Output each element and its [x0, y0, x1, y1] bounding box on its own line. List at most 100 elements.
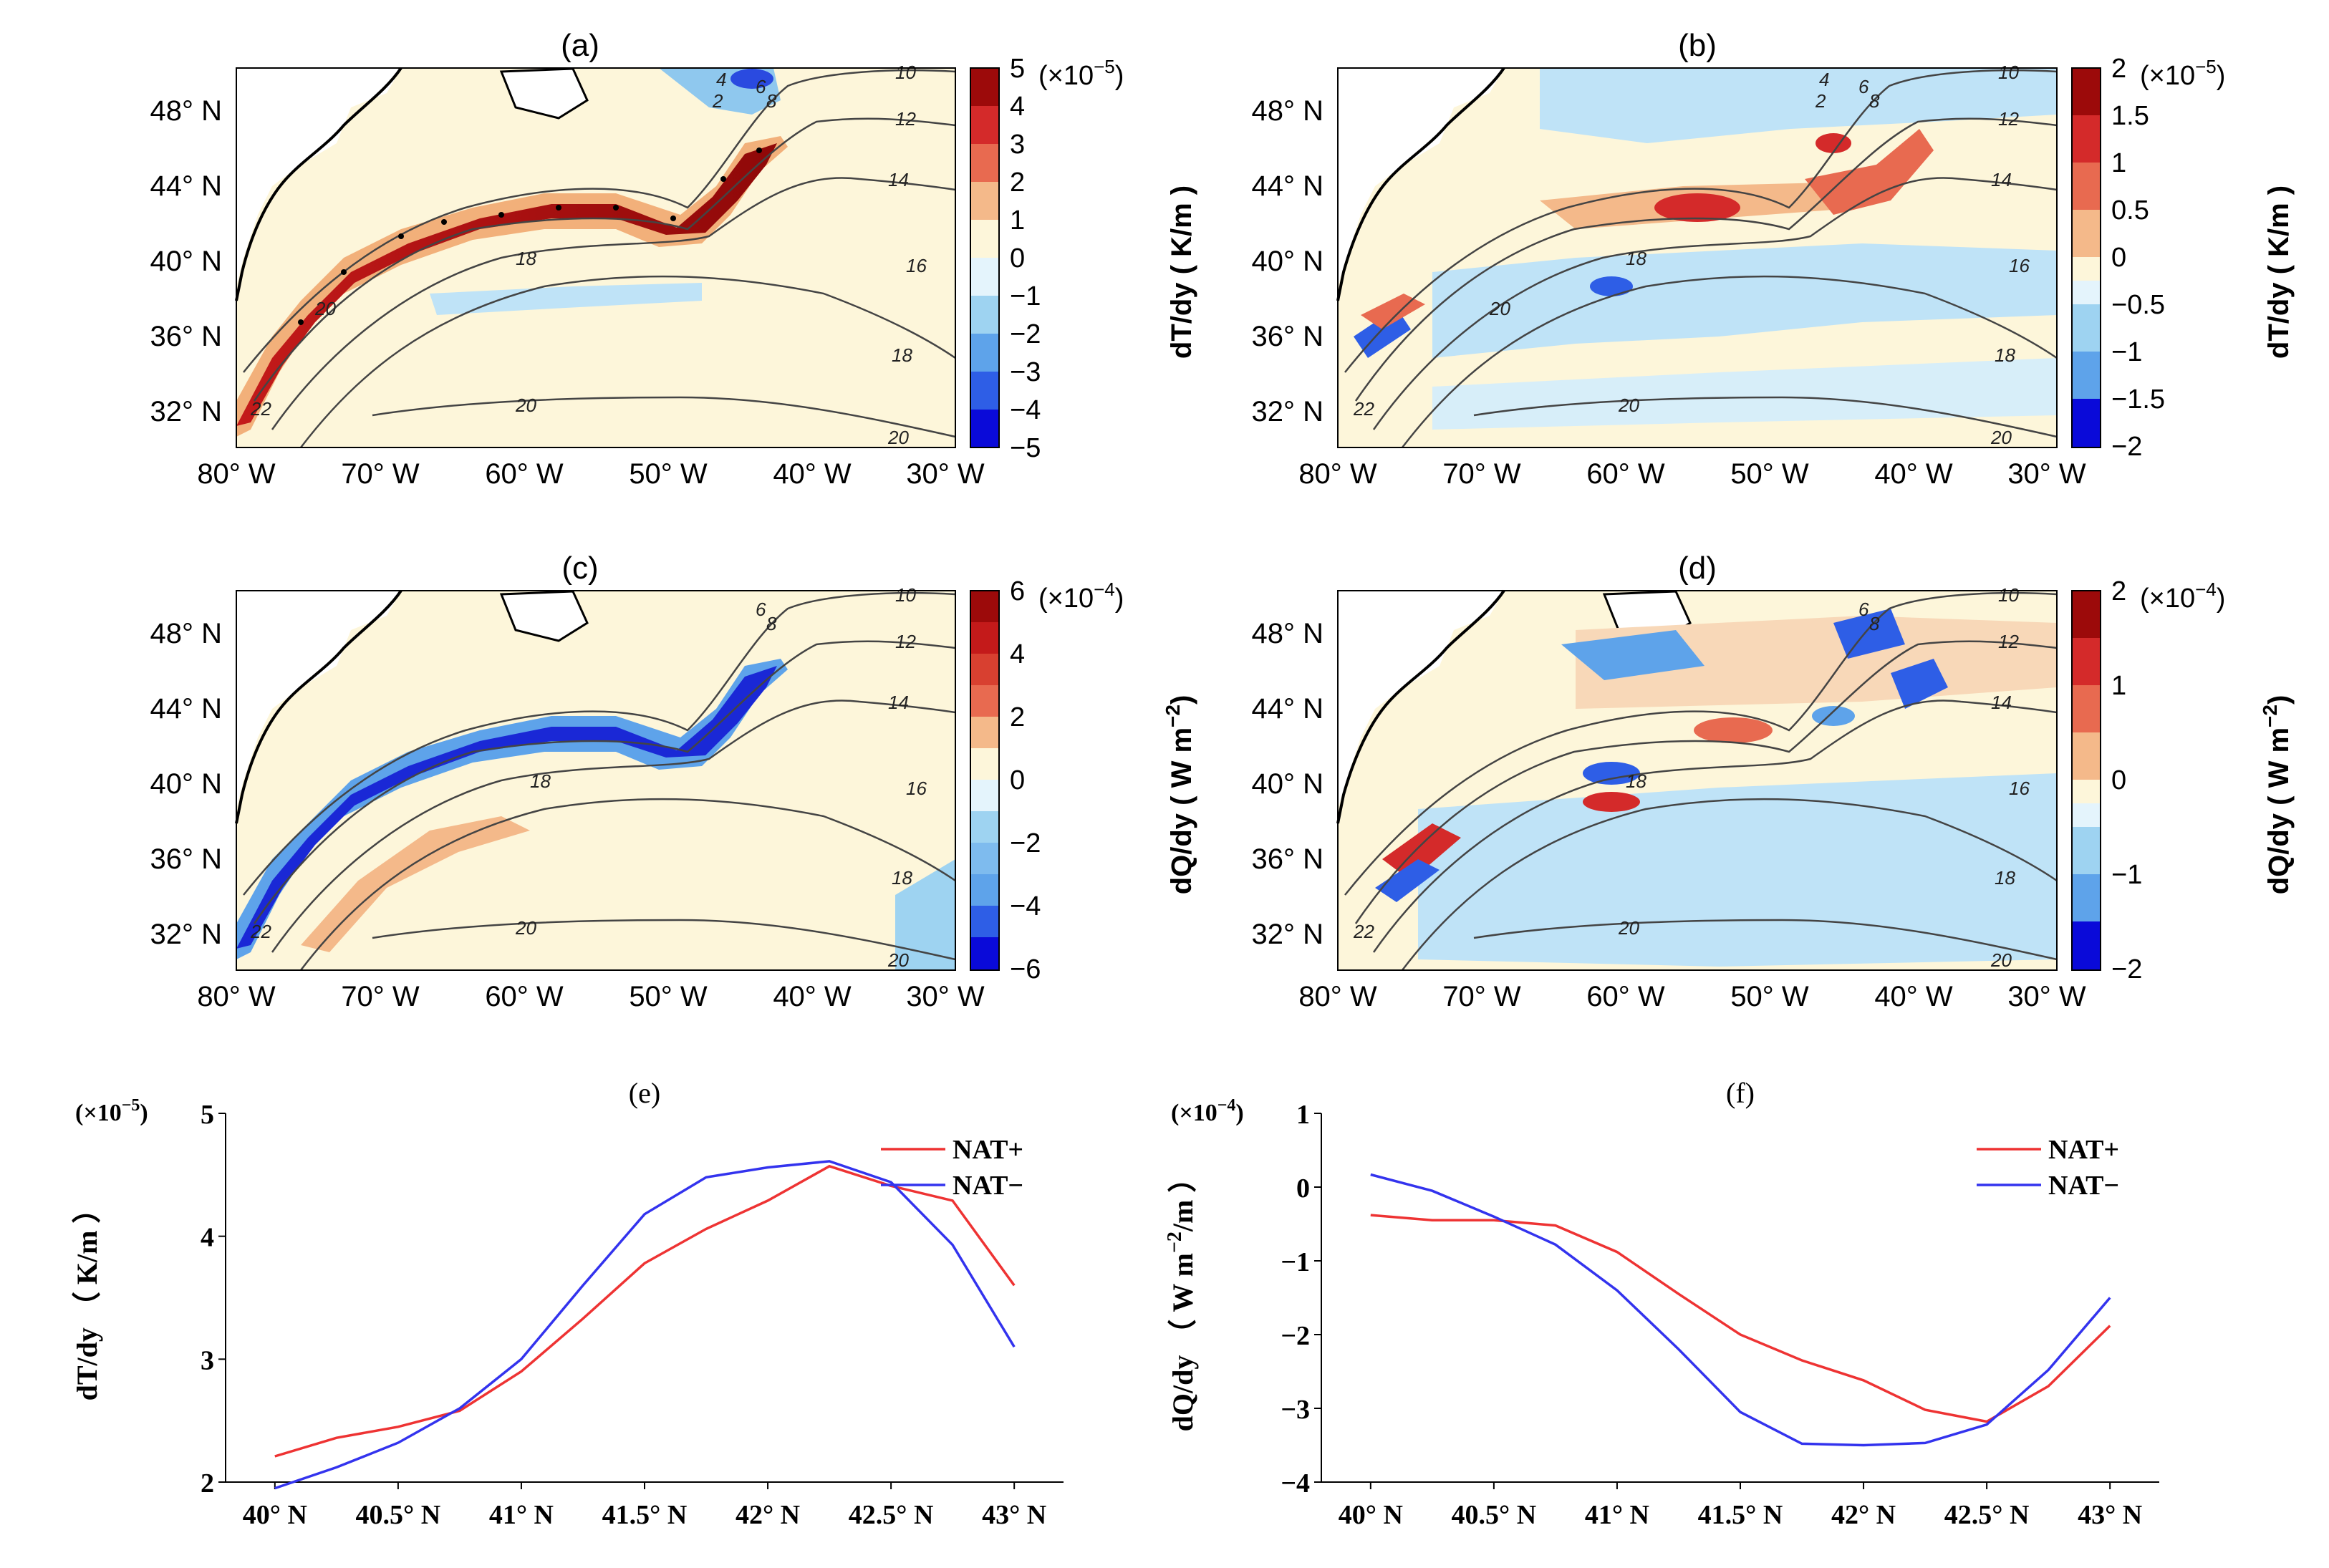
cbar-tick: −1.5	[2111, 384, 2165, 415]
lon-tick: 60° W	[485, 458, 564, 490]
contour-label: 6	[756, 599, 766, 620]
lat-tick: 32° N	[1252, 919, 1324, 950]
chart-f: (f) −4 −3 −2 −1 0 1 40° N 40.5° N 41° N 41.5° N 42°…	[1164, 1077, 2159, 1530]
contour-label: 2	[712, 90, 723, 112]
contour-label: 20	[314, 298, 336, 319]
lat-tick: 40° N	[150, 246, 223, 277]
map-d-contour-labels: 6 8 10 12 14 16 18 20 20 18 22	[1353, 584, 2030, 971]
panel-c: (c) 6 8 10 12 14 16 18 20 20 18 22	[150, 551, 1124, 1012]
lat-tick: 40° N	[1252, 246, 1324, 277]
panel-d-right-ylabel: dQ/dy ( W m−2)	[2259, 695, 2295, 895]
map-b-contour-labels: 4 2 6 8 10 12 14 16 18 20 20 20 22 18	[1353, 62, 2030, 448]
map-c-coastline	[235, 589, 402, 824]
x-tick-label: 40° N	[243, 1500, 307, 1530]
lon-tick: 80° W	[197, 458, 276, 490]
y-tick-label: 4	[201, 1223, 214, 1253]
lat-tick: 48° N	[1252, 95, 1324, 127]
panel-b: (b) 4 2 6 8 10	[1166, 28, 2295, 490]
y-tick-label: −4	[1281, 1468, 1310, 1499]
map-d-anomaly-patches	[1375, 609, 2057, 967]
panel-a-label: (a)	[561, 28, 599, 63]
map-a-contours	[243, 69, 956, 448]
scale-close: )	[140, 1100, 148, 1126]
map-d-land	[1338, 591, 1504, 809]
lon-tick: 40° W	[773, 458, 852, 490]
cbar-tick: −1	[2111, 860, 2142, 890]
y-axis-label: dT/dy （ K/m ）	[71, 1195, 103, 1401]
map-b-land	[1338, 68, 1504, 286]
legend-label: NAT+	[953, 1135, 1023, 1165]
scale-exponent: −4	[1217, 1096, 1236, 1115]
map-a-lon-ticks: 80° W 70° W 60° W 50° W 40° W 30° W	[197, 458, 985, 490]
colorbar-a-scale: (×10−5)	[1038, 56, 1124, 91]
y-tick-label: 5	[201, 1100, 214, 1130]
map-a-cold-band	[430, 283, 702, 315]
contour-label: 18	[892, 344, 912, 366]
contour-label: 6	[1858, 599, 1869, 620]
map-a-land	[236, 68, 401, 286]
x-tick-label: 42.5° N	[849, 1500, 934, 1530]
colorbar-c-ticks: 6 4 2 0 −2 −4 −6	[1010, 576, 1041, 984]
x-tick-label: 40.5° N	[1452, 1500, 1537, 1530]
cbar-tick: 0	[2111, 765, 2126, 795]
lat-tick: 40° N	[1252, 768, 1324, 800]
panel-b-left-ylabel: dT/dy ( K/m )	[1166, 185, 1197, 359]
map-d-lat-ticks: 48° N 44° N 40° N 36° N 32° N	[1252, 618, 1324, 950]
contour-label: 16	[2009, 778, 2030, 799]
scale-base: (×10	[1171, 1100, 1217, 1126]
contour-label: 18	[1995, 344, 2015, 366]
contour-label: 16	[2009, 255, 2030, 276]
lon-tick: 70° W	[341, 458, 420, 490]
map-d-lon-ticks: 80° W 70° W 60° W 50° W 40° W 30° W	[1298, 981, 2086, 1012]
lon-tick: 40° W	[773, 981, 852, 1012]
cbar-tick: 2	[1010, 702, 1025, 732]
contour-label: 10	[895, 584, 916, 606]
cbar-tick: −4	[1010, 395, 1041, 425]
contour-label: 12	[895, 108, 916, 130]
lat-tick: 48° N	[1252, 618, 1324, 649]
map-a-stipple	[298, 147, 762, 325]
map-a-cold-core	[730, 69, 773, 89]
panel-d-left-ylabel: dQ/dy ( W m−2)	[1162, 695, 1197, 895]
map-a-contour-labels: 4 2 6 8 10 12 14 16 18 20 20 20 22 18	[250, 62, 927, 448]
lat-tick: 48° N	[150, 618, 223, 649]
lon-tick: 70° W	[1442, 981, 1521, 1012]
map-a-island	[499, 67, 589, 120]
lat-tick: 44° N	[1252, 170, 1324, 202]
contour-label: 4	[716, 69, 726, 90]
contour-label: 20	[887, 427, 909, 448]
lat-tick: 48° N	[150, 95, 223, 127]
cbar-tick: 1	[2111, 148, 2126, 178]
contour-label: 10	[895, 62, 916, 83]
lat-tick: 44° N	[150, 170, 223, 202]
lat-tick: 32° N	[1252, 396, 1324, 427]
chart-title: (f)	[1726, 1077, 1755, 1109]
map-c-cold-core	[236, 666, 777, 949]
x-tick-label: 43° N	[982, 1500, 1046, 1530]
cbar-tick: 0	[1010, 765, 1025, 795]
lon-tick: 60° W	[1586, 458, 1665, 490]
colorbar-c-scale: (×10−4)	[1038, 579, 1124, 614]
contour-label: 18	[530, 770, 551, 792]
cbar-tick: −6	[1010, 954, 1041, 984]
lat-tick: 36° N	[150, 321, 223, 352]
lon-tick: 30° W	[2007, 981, 2086, 1012]
lon-tick: 50° W	[1730, 458, 1809, 490]
lat-tick: 32° N	[150, 919, 223, 950]
scale-close: )	[1235, 1100, 1243, 1126]
lon-tick: 30° W	[906, 458, 985, 490]
series-line-nat-minus	[1370, 1173, 2111, 1447]
contour-label: 8	[766, 90, 777, 112]
chart-e: (e) 2 3 4 5 40° N 40.5° N 41° N 41.5° N 42° N 42.5…	[71, 1077, 1064, 1530]
contour-label: 22	[250, 921, 271, 942]
map-a-frame	[236, 67, 956, 448]
lon-tick: 70° W	[1442, 458, 1521, 490]
lon-tick: 80° W	[1298, 458, 1377, 490]
lon-tick: 80° W	[1298, 981, 1377, 1012]
lon-tick: 50° W	[629, 981, 708, 1012]
cbar-tick: 4	[1010, 639, 1025, 669]
map-b-coastline	[1336, 67, 1505, 301]
colorbar-d	[2071, 590, 2101, 971]
x-tick-label: 40.5° N	[356, 1500, 441, 1530]
lat-tick: 44° N	[150, 693, 223, 725]
